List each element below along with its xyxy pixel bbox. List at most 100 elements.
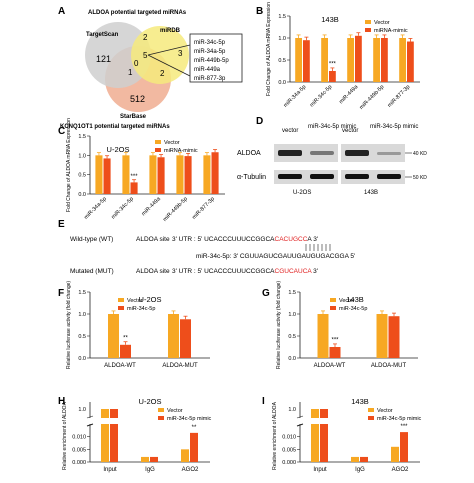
legend-swatch (158, 408, 164, 412)
panel-letter: H (58, 396, 65, 407)
bar (184, 156, 192, 194)
mirna-list-item: miR-34a-5p (194, 49, 226, 55)
bar (321, 38, 328, 82)
venn-pointer-line (147, 54, 191, 77)
bar (311, 409, 319, 418)
chart-title: 143B (321, 15, 339, 24)
bar (388, 316, 400, 358)
bar (101, 409, 109, 418)
bar (355, 35, 362, 82)
bar (391, 446, 399, 462)
legend-swatch (118, 298, 124, 302)
bar (122, 155, 130, 194)
blot-row-label: α-Tubulin (237, 174, 266, 181)
panel-letter: F (58, 288, 64, 299)
blot-cell-label: 143B (364, 190, 378, 196)
mirna-list-item: miR-449a (194, 67, 221, 73)
bar (295, 38, 302, 82)
blot-kd-label: 50 KD (413, 175, 427, 181)
x-tick-label: ALDOA-MUT (162, 363, 198, 369)
y-tick-label: 1.5 (278, 14, 286, 20)
bar (108, 314, 119, 358)
y-tick-label: 1.0 (78, 407, 86, 413)
bar (399, 38, 406, 82)
blot-membrane (274, 170, 338, 184)
bar (376, 314, 388, 358)
seq-wt: 3' UTR : 5' UCACCCUUUCCGGCACACUGCCA 3' (172, 236, 318, 243)
y-axis-label: Relative enrichment of ALDOA (62, 401, 68, 469)
legend-swatch (368, 408, 374, 412)
panel-letter: I (262, 396, 265, 407)
venn-count: 512 (130, 94, 145, 104)
bar (311, 424, 319, 462)
y-axis-label: Fold Change of ALDOA mRNA Expression (266, 2, 272, 96)
mirna-list-item: miR-877-3p (194, 76, 226, 82)
legend-label: miR-34c-5p mimic (377, 416, 422, 422)
blot-kd-label: 40 KD (413, 151, 427, 157)
legend-label: Vector (164, 140, 180, 146)
blot-band (345, 150, 369, 156)
mirna-list-box (189, 33, 243, 83)
y-tick-label: 0.010 (282, 435, 296, 441)
legend-label: miRNA-mimic (164, 148, 198, 154)
blot-lane-label: miR-34c-5p mimic (370, 124, 418, 130)
venn-title: ALDOA potential targeted miRNAs (88, 10, 187, 16)
y-tick-label: 1.5 (78, 290, 86, 296)
panel-letter: G (262, 288, 270, 299)
bar (373, 38, 380, 82)
chart-title: 143B (346, 295, 364, 304)
x-tick-label: miR-34c-5p (309, 84, 333, 108)
legend-label: miR-34c-5p mimic (167, 416, 212, 422)
blot-row-label: ALDOA (237, 150, 261, 157)
venn-count: 1 (128, 68, 133, 77)
blot-band (310, 151, 334, 155)
bar (101, 424, 109, 462)
bar (120, 344, 131, 358)
y-tick-label: 0.010 (72, 435, 86, 441)
y-tick-label: 0.5 (278, 58, 286, 64)
legend-swatch (365, 28, 371, 32)
significance-marker: ** (192, 425, 197, 431)
y-tick-label: 1.0 (278, 36, 286, 42)
bar (360, 456, 368, 462)
legend-label: Vector (377, 408, 393, 414)
x-tick-label: miR-449a (141, 196, 163, 218)
panel-d-letter: D (256, 116, 263, 127)
legend-swatch (330, 306, 336, 310)
bar (320, 424, 328, 462)
panel-d: D vector miR-34c-5p mimic vector miR-34c… (237, 116, 427, 196)
bar (141, 456, 149, 462)
y-axis-label: Relative luciferase activity (fold chang… (276, 281, 282, 369)
seq-wt-site: ALDOA site (136, 236, 170, 243)
bar (103, 158, 111, 194)
blot-membrane (274, 144, 338, 162)
legend-label: miRNA-mimic (374, 28, 408, 34)
significance-marker: *** (400, 424, 408, 430)
x-tick-label: miR-34a-5p (283, 84, 308, 109)
y-tick-label: 0.0 (288, 356, 296, 362)
legend-swatch (365, 20, 371, 24)
venn-count: 3 (178, 49, 183, 58)
bar (157, 157, 165, 194)
venn-bottom-title: KCNQ1OT1 potential targeted miRNAs (60, 124, 170, 130)
bar (400, 432, 408, 462)
y-tick-label: 0.005 (282, 447, 296, 453)
significance-marker: *** (329, 62, 337, 68)
x-tick-label: miR-877-3p (191, 196, 216, 221)
panel-a-letter: A (58, 6, 65, 17)
panel-a: A ALDOA potential targeted miRNAs Target… (58, 6, 243, 130)
y-tick-label: 1.0 (78, 312, 86, 318)
venn-pointer-line (147, 44, 191, 56)
x-tick-label: miR-449b-5p (162, 196, 189, 223)
legend-swatch (155, 148, 161, 152)
legend-swatch (330, 298, 336, 302)
significance-marker: *** (331, 338, 339, 344)
seq-mirna: miR-34c-5p: 3' CGUUAGUCGAUUGAUGUGACGGA 5… (196, 253, 355, 260)
mirna-list-item: miR-449b-5p (194, 58, 229, 64)
blot-membrane (341, 144, 405, 162)
x-tick-label: ALDOA-MUT (371, 363, 407, 369)
chart-title: U-2OS (139, 295, 162, 304)
bar (110, 424, 118, 462)
x-tick-label: Input (103, 467, 117, 473)
